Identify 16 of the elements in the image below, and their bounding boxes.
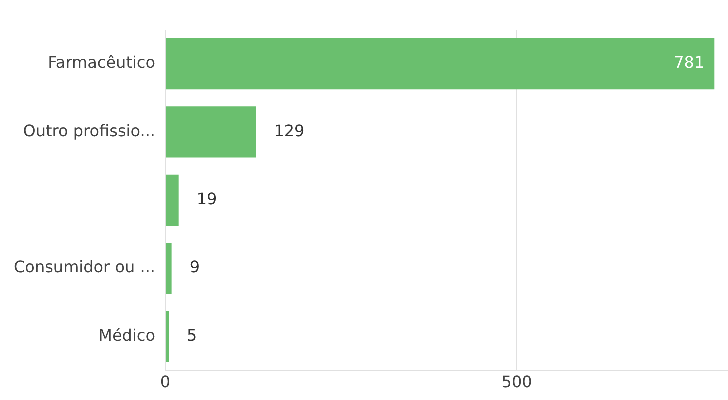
- data-label: 5: [187, 326, 198, 345]
- data-label: 19: [196, 190, 218, 209]
- x-tick-label: 500: [502, 372, 532, 392]
- y-tick-label: Médico: [98, 326, 156, 345]
- bar: [166, 311, 170, 362]
- bar: [166, 243, 172, 294]
- bar: [166, 38, 715, 90]
- data-label: 781: [674, 53, 705, 72]
- x-tick-label: 0: [160, 372, 171, 392]
- data-label: 129: [274, 121, 305, 140]
- y-tick-label: Farmacêutico: [48, 53, 156, 72]
- y-tick-label: Outro profissio...: [23, 121, 156, 140]
- bar: [166, 106, 256, 158]
- data-label: 9: [190, 258, 200, 277]
- y-tick-label: Consumidor ou ...: [14, 258, 156, 277]
- bar: [166, 174, 179, 226]
